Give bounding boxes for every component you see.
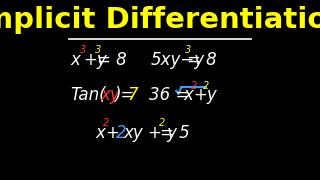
Text: 2: 2: [158, 118, 165, 128]
Text: +: +: [106, 124, 120, 142]
Text: 7: 7: [127, 86, 138, 104]
Text: xy: xy: [100, 86, 120, 104]
Text: 2: 2: [191, 80, 197, 91]
Text: +y: +y: [83, 51, 107, 69]
Text: 3: 3: [80, 45, 87, 55]
Text: = 8: = 8: [187, 51, 217, 69]
Text: = 8: = 8: [97, 51, 126, 69]
Text: Implicit Differentiation: Implicit Differentiation: [0, 6, 320, 34]
Text: )=: )=: [114, 86, 140, 104]
Text: 3: 3: [95, 45, 101, 55]
Text: 2: 2: [204, 80, 210, 91]
Text: +y: +y: [193, 86, 217, 104]
Text: Tan(: Tan(: [70, 86, 106, 104]
Text: = 5: = 5: [160, 124, 190, 142]
Text: x: x: [95, 124, 105, 142]
Text: 36 =: 36 =: [148, 86, 189, 104]
Text: 2: 2: [116, 124, 126, 142]
Text: 2: 2: [103, 118, 109, 128]
Text: x: x: [70, 51, 80, 69]
Text: 5xy−y: 5xy−y: [150, 51, 204, 69]
Text: xy + y: xy + y: [124, 124, 177, 142]
Text: 3: 3: [185, 45, 191, 55]
Text: x: x: [183, 86, 193, 104]
